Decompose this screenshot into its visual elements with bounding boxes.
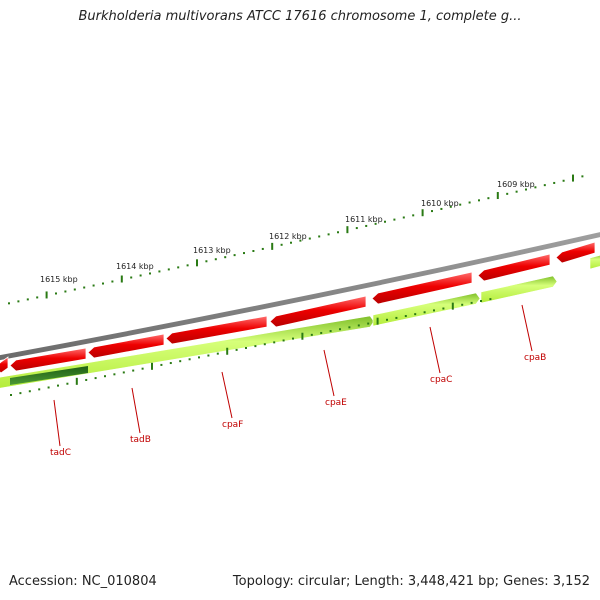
gene-leader-line bbox=[429, 326, 441, 374]
cds-segment bbox=[372, 292, 481, 327]
scale-label: 1609 kbp bbox=[497, 180, 535, 189]
gene-arrow bbox=[371, 271, 473, 305]
scale-label: 1613 kbp bbox=[193, 246, 231, 255]
gene-leader-line bbox=[221, 371, 233, 419]
gene-label: cpaE bbox=[325, 398, 347, 408]
gene-arrow bbox=[165, 315, 268, 345]
gene-arrow bbox=[87, 333, 165, 359]
scale-labels: 1615 kbp 1614 kbp 1613 kbp 1612 kbp 1611 kbp… bbox=[40, 180, 535, 284]
cds-dark-segment bbox=[10, 366, 88, 385]
gene-leader-line bbox=[131, 387, 141, 434]
scale-label: 1611 kbp bbox=[345, 215, 383, 224]
gene-leader-line bbox=[53, 399, 61, 447]
gene-arrow bbox=[477, 253, 551, 282]
gene-leader-line bbox=[521, 304, 533, 352]
accession-label: Accession: NC_010804 bbox=[9, 574, 157, 589]
gene-label: cpaF bbox=[222, 420, 243, 430]
gene-label: tadC bbox=[50, 448, 71, 458]
scale-label: 1612 kbp bbox=[269, 232, 307, 241]
scale-label: 1614 kbp bbox=[116, 262, 154, 271]
cds-segment bbox=[480, 275, 558, 304]
genome-summary: Topology: circular; Length: 3,448,421 bp… bbox=[232, 574, 590, 589]
gene-arrow bbox=[9, 347, 87, 372]
scale-label: 1615 kbp bbox=[40, 275, 78, 284]
gene-label: cpaB bbox=[524, 353, 546, 363]
gene-labels: tadC tadB cpaF cpaE cpaC cpaB bbox=[50, 304, 546, 458]
gene-label: cpaC bbox=[430, 375, 452, 385]
cds-segment bbox=[589, 255, 600, 270]
forward-genes bbox=[0, 241, 596, 374]
cds-segment bbox=[0, 315, 375, 389]
inner-ticks bbox=[10, 298, 492, 396]
scale-ticks bbox=[8, 174, 584, 305]
backbone-ring bbox=[0, 232, 600, 361]
gene-label: tadB bbox=[130, 435, 151, 445]
gene-arrow bbox=[555, 241, 596, 264]
gene-arrow bbox=[0, 356, 9, 374]
gene-leader-line bbox=[323, 349, 335, 397]
gene-arrow bbox=[269, 295, 367, 328]
map-title: Burkholderia multivorans ATCC 17616 chro… bbox=[78, 9, 522, 24]
cds-track bbox=[0, 255, 600, 389]
scale-label: 1610 kbp bbox=[421, 199, 459, 208]
